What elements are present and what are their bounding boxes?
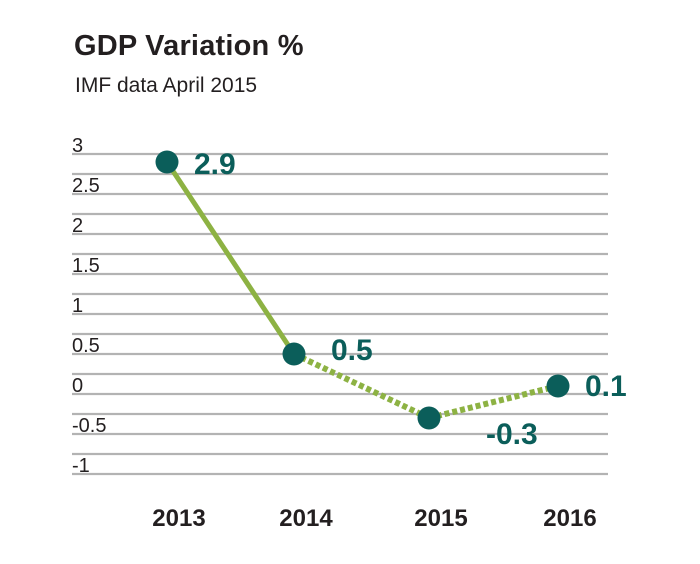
- x-tick-label: 2016: [543, 505, 596, 532]
- data-labels: 2.9 0.5 -0.3 0.1: [194, 148, 627, 451]
- data-point: [546, 374, 570, 398]
- line-segment: [292, 351, 431, 421]
- y-tick-label: 1: [72, 295, 83, 317]
- x-axis-ticks: 2013 2014 2015 2016: [152, 505, 596, 532]
- x-tick-label: 2013: [152, 505, 205, 532]
- chart-title: GDP Variation %: [74, 30, 304, 62]
- y-tick-label: -0.5: [72, 415, 106, 437]
- y-tick-label: 0.5: [72, 335, 100, 357]
- data-label: 0.5: [331, 334, 373, 367]
- data-label: -0.3: [486, 418, 538, 451]
- data-point: [417, 406, 441, 430]
- x-tick-label: 2014: [279, 505, 333, 532]
- y-tick-label: 2.5: [72, 175, 100, 197]
- chart-subtitle: IMF data April 2015: [75, 74, 258, 97]
- y-tick-label: 1.5: [72, 255, 100, 277]
- line-segment: [164, 160, 297, 356]
- y-tick-label: -1: [72, 455, 90, 477]
- data-label: 2.9: [194, 148, 236, 181]
- data-point: [155, 150, 179, 174]
- series-line: [164, 160, 559, 421]
- series-markers: [155, 150, 570, 430]
- y-axis-ticks: 3 2.5 2 1.5 1 0.5 0 -0.5 -1: [72, 135, 106, 477]
- data-point: [282, 342, 306, 366]
- x-tick-label: 2015: [414, 505, 467, 532]
- y-tick-label: 3: [72, 135, 83, 157]
- y-tick-label: 2: [72, 215, 83, 237]
- line-segment: [428, 383, 559, 421]
- y-tick-label: 0: [72, 375, 83, 397]
- data-label: 0.1: [585, 370, 627, 403]
